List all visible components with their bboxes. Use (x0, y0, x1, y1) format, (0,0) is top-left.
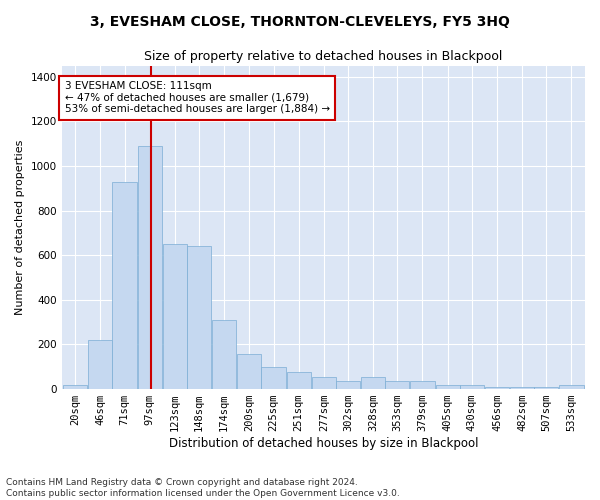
Bar (361, 377, 385, 389)
Bar (212, 320, 236, 389)
Bar (312, 377, 336, 389)
Bar (287, 372, 311, 389)
Text: 3 EVESHAM CLOSE: 111sqm
← 47% of detached houses are smaller (1,679)
53% of semi: 3 EVESHAM CLOSE: 111sqm ← 47% of detache… (65, 81, 329, 114)
Bar (510, 387, 534, 389)
Bar (237, 354, 262, 389)
Bar (163, 244, 187, 389)
Title: Size of property relative to detached houses in Blackpool: Size of property relative to detached ho… (144, 50, 503, 63)
Bar (385, 382, 409, 389)
Text: Contains HM Land Registry data © Crown copyright and database right 2024.
Contai: Contains HM Land Registry data © Crown c… (6, 478, 400, 498)
X-axis label: Distribution of detached houses by size in Blackpool: Distribution of detached houses by size … (169, 437, 478, 450)
Bar (436, 384, 460, 389)
Bar (137, 146, 162, 389)
Bar (187, 246, 211, 389)
Y-axis label: Number of detached properties: Number of detached properties (15, 140, 25, 315)
Text: 3, EVESHAM CLOSE, THORNTON-CLEVELEYS, FY5 3HQ: 3, EVESHAM CLOSE, THORNTON-CLEVELEYS, FY… (90, 15, 510, 29)
Bar (112, 182, 137, 389)
Bar (88, 340, 112, 389)
Bar (63, 384, 88, 389)
Bar (336, 382, 360, 389)
Bar (262, 367, 286, 389)
Bar (410, 382, 434, 389)
Bar (485, 387, 509, 389)
Bar (559, 384, 584, 389)
Bar (460, 384, 484, 389)
Bar (534, 387, 559, 389)
